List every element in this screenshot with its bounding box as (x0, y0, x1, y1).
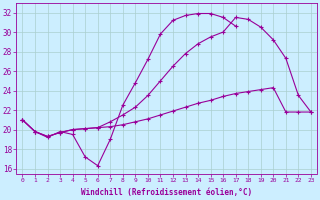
X-axis label: Windchill (Refroidissement éolien,°C): Windchill (Refroidissement éolien,°C) (81, 188, 252, 197)
